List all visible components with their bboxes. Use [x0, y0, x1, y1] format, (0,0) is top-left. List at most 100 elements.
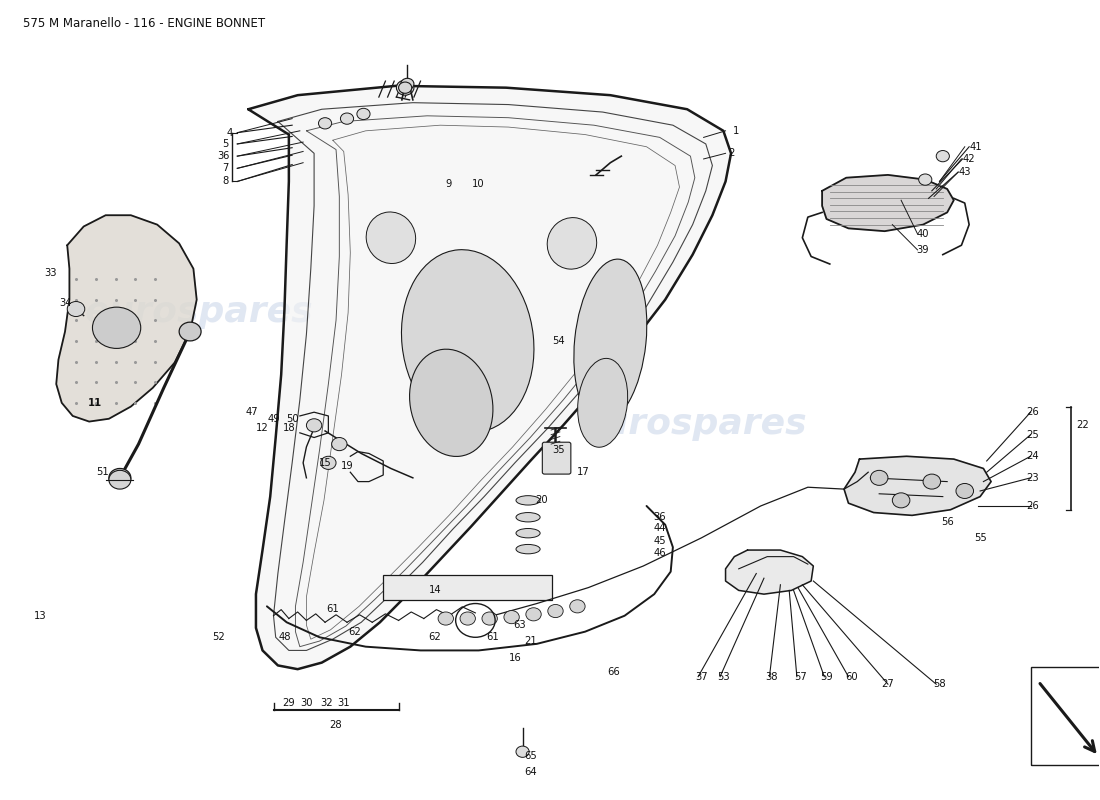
Text: 63: 63	[513, 620, 526, 630]
Polygon shape	[249, 86, 732, 669]
Text: eurospares: eurospares	[579, 407, 807, 441]
Text: 34: 34	[58, 298, 72, 308]
Text: 47: 47	[245, 407, 257, 417]
Text: 32: 32	[320, 698, 332, 708]
Text: 57: 57	[794, 672, 806, 682]
Ellipse shape	[516, 513, 540, 522]
Text: 37: 37	[695, 672, 707, 682]
Circle shape	[923, 474, 940, 489]
Text: 48: 48	[278, 632, 290, 642]
Circle shape	[179, 322, 201, 341]
Text: 4: 4	[227, 128, 233, 138]
Text: 31: 31	[338, 698, 350, 708]
Text: 43: 43	[958, 167, 971, 177]
Circle shape	[319, 118, 332, 129]
Polygon shape	[844, 456, 991, 515]
Circle shape	[403, 84, 411, 91]
Circle shape	[67, 302, 85, 317]
Polygon shape	[822, 175, 954, 231]
Text: 61: 61	[486, 632, 499, 642]
Text: 25: 25	[1026, 430, 1039, 440]
Text: 58: 58	[933, 679, 946, 689]
Text: 5: 5	[222, 139, 229, 149]
Text: 62: 62	[428, 632, 441, 642]
Text: 35: 35	[552, 445, 565, 454]
Polygon shape	[56, 215, 197, 422]
Text: 50: 50	[286, 414, 298, 424]
Text: 2: 2	[728, 148, 734, 158]
Text: 9: 9	[446, 179, 452, 190]
Ellipse shape	[516, 529, 540, 538]
Text: 17: 17	[576, 467, 590, 478]
Text: 23: 23	[1026, 473, 1039, 483]
Text: 22: 22	[1076, 420, 1089, 430]
Circle shape	[504, 610, 519, 624]
Circle shape	[936, 150, 949, 162]
Text: 49: 49	[267, 414, 279, 424]
Text: 575 M Maranello - 116 - ENGINE BONNET: 575 M Maranello - 116 - ENGINE BONNET	[23, 18, 265, 30]
Text: 27: 27	[881, 679, 894, 689]
Text: 19: 19	[341, 461, 353, 470]
Ellipse shape	[402, 250, 534, 432]
Ellipse shape	[516, 496, 540, 505]
Text: 59: 59	[821, 672, 833, 682]
Ellipse shape	[409, 349, 493, 457]
Text: 38: 38	[766, 672, 778, 682]
Circle shape	[570, 600, 585, 613]
Circle shape	[321, 456, 336, 470]
Text: 28: 28	[330, 721, 342, 730]
Circle shape	[516, 746, 529, 758]
Text: 56: 56	[940, 517, 954, 527]
Text: 36: 36	[653, 512, 666, 522]
Text: 44: 44	[653, 523, 666, 534]
Text: 65: 65	[524, 751, 537, 762]
Text: 8: 8	[222, 177, 229, 186]
Text: eurospares: eurospares	[85, 295, 313, 330]
Text: 51: 51	[96, 467, 109, 478]
Circle shape	[109, 469, 131, 487]
Text: 6: 6	[222, 151, 229, 161]
Circle shape	[956, 483, 974, 498]
Circle shape	[307, 418, 322, 432]
Text: 26: 26	[1026, 407, 1039, 417]
Ellipse shape	[547, 218, 596, 269]
Text: 10: 10	[472, 179, 485, 190]
Text: 14: 14	[429, 586, 441, 595]
Circle shape	[356, 108, 370, 119]
Circle shape	[548, 605, 563, 618]
Text: 3: 3	[218, 151, 224, 161]
Circle shape	[340, 113, 353, 124]
FancyBboxPatch shape	[542, 442, 571, 474]
Text: 55: 55	[974, 533, 987, 543]
Text: 11: 11	[88, 398, 102, 408]
Text: 33: 33	[44, 268, 57, 278]
Ellipse shape	[574, 259, 647, 422]
Text: 39: 39	[916, 245, 930, 255]
Text: 20: 20	[535, 495, 548, 506]
Circle shape	[109, 470, 131, 489]
Polygon shape	[726, 550, 813, 594]
Ellipse shape	[578, 358, 628, 447]
Text: 62: 62	[349, 626, 361, 637]
Text: 46: 46	[653, 548, 666, 558]
Circle shape	[92, 307, 141, 349]
Ellipse shape	[366, 212, 416, 263]
Text: 29: 29	[283, 698, 295, 708]
Circle shape	[398, 82, 411, 94]
Text: 24: 24	[1026, 451, 1039, 462]
Text: 66: 66	[607, 667, 620, 677]
Circle shape	[870, 470, 888, 486]
Text: 13: 13	[33, 610, 46, 621]
Text: 52: 52	[212, 632, 226, 642]
Circle shape	[892, 493, 910, 508]
Ellipse shape	[516, 545, 540, 554]
Circle shape	[526, 608, 541, 621]
Circle shape	[396, 80, 414, 95]
Text: 16: 16	[508, 653, 521, 663]
Text: 61: 61	[327, 604, 339, 614]
Text: 7: 7	[222, 163, 229, 174]
Text: 1: 1	[734, 126, 739, 136]
Text: 18: 18	[283, 423, 295, 433]
Text: 53: 53	[717, 672, 729, 682]
Text: 42: 42	[962, 154, 976, 164]
